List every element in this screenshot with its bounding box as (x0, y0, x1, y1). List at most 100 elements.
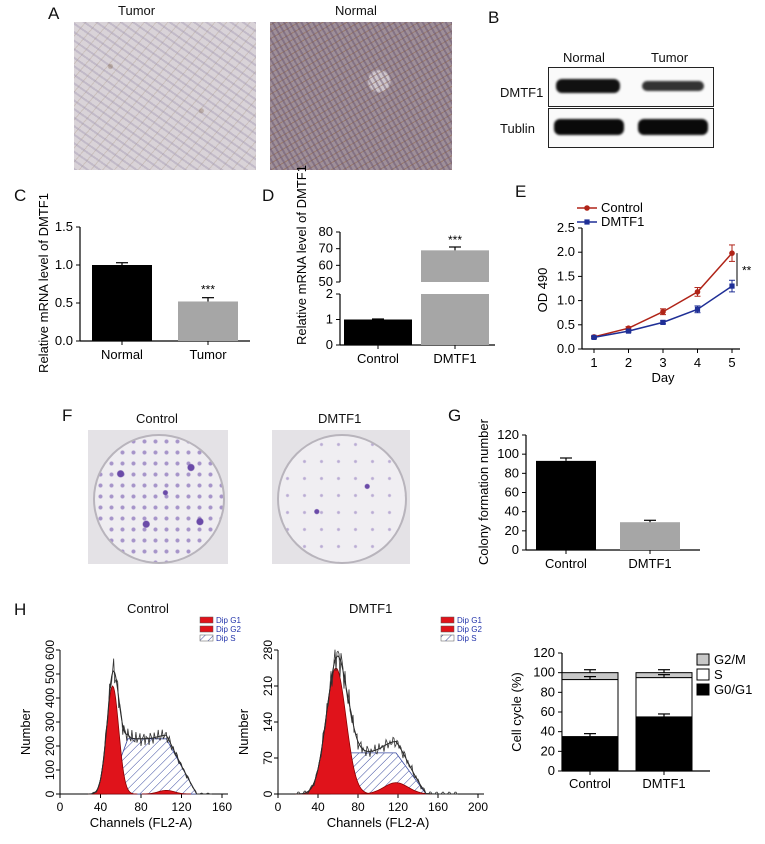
e-point (729, 250, 735, 256)
h-control-x-tick-label: 160 (212, 800, 232, 814)
d-bar-upper-segment (421, 250, 489, 282)
h-dmtf1-x-tick-label: 200 (468, 800, 488, 814)
ihc-normal-image (270, 22, 452, 170)
panel-letter-c: C (14, 186, 27, 205)
blot-tublin-band-tumor (638, 119, 708, 135)
h-cycle-legend-swatch (696, 683, 710, 696)
g-y-tick-label: 60 (505, 485, 519, 500)
e-y-label: OD 490 (535, 268, 550, 313)
h-dmtf1-y-tick-label: 140 (261, 712, 275, 732)
flow-control-title: Control (127, 601, 169, 616)
h-control-x-label: Channels (FL2-A) (90, 815, 193, 830)
c-y-label: Relative mRNA level of DMTF1 (36, 193, 51, 373)
colony-control-label: Control (136, 411, 178, 426)
colony-dmtf1-label: DMTF1 (318, 411, 362, 426)
blot-tumor-label: Tumor (651, 50, 689, 65)
h-control-legend-swatch (199, 616, 214, 624)
h-cycle-x-tick-label: DMTF1 (642, 776, 685, 791)
d-y-tick-label: 80 (319, 224, 333, 239)
h-cycle-y-tick-label: 0 (548, 763, 555, 778)
ihc-tumor-image (74, 22, 256, 170)
e-y-tick-label: 1.0 (557, 293, 575, 308)
blot-normal-label: Normal (563, 50, 605, 65)
h-cycle-x-tick-label: Control (569, 776, 611, 791)
e-y-tick-label: 2.5 (557, 220, 575, 235)
e-x-tick-label: 1 (590, 355, 597, 370)
h-dmtf1-x-tick-label: 40 (311, 800, 325, 814)
h-cycle-y-tick-label: 120 (533, 645, 555, 660)
colony-control-plate (88, 430, 228, 564)
h-dmtf1-y-tick-label: 280 (261, 640, 275, 660)
h-control-y-tick-label: 100 (43, 760, 57, 780)
c-x-tick-label: Tumor (189, 347, 227, 362)
g-bar (620, 522, 680, 550)
h-dmtf1-x-tick-label: 80 (351, 800, 365, 814)
e-point (625, 328, 632, 334)
panel-letter-g: G (448, 406, 462, 425)
h-control-legend-label: Dip S (216, 634, 236, 643)
d-bar (344, 319, 412, 345)
blot-dmtf1-band-normal (556, 79, 620, 93)
e-legend-marker (584, 219, 590, 225)
e-point (694, 289, 701, 295)
h-cycle-legend-label: G0/G1 (714, 682, 752, 697)
h-cycle-bar-s (635, 677, 693, 718)
e-x-tick-label: 3 (659, 355, 666, 370)
h-dmtf1-legend-swatch (440, 625, 455, 633)
g-x-tick-label: DMTF1 (628, 556, 671, 571)
d-y-tick-label: 0 (326, 337, 333, 352)
e-y-tick-label: 0.0 (557, 341, 575, 356)
h-cycle-y-tick-label: 80 (541, 684, 555, 699)
blot-dmtf1-band-tumor (642, 81, 704, 91)
chart-g: 0 20 40 60 80 100 120 Colony formation number Co… (476, 418, 700, 571)
h-dmtf1-legend-label: Dip G1 (457, 616, 482, 625)
e-legend-marker (584, 205, 590, 211)
e-legend-label: DMTF1 (601, 214, 644, 229)
g-y-tick-label: 20 (505, 523, 519, 538)
h-dmtf1-legend-label: Dip S (457, 634, 477, 643)
d-y-tick-label: 2 (326, 286, 333, 301)
panel-letter-h: H (14, 600, 27, 619)
h-dmtf1-x-label: Channels (FL2-A) (327, 815, 430, 830)
g-y-tick-label: 40 (505, 504, 519, 519)
flow-dmtf1-title: DMTF1 (349, 601, 393, 616)
blot-dmtf1-label: DMTF1 (500, 85, 544, 100)
d-y-tick-label: 50 (319, 274, 333, 289)
d-significance: *** (448, 233, 462, 247)
h-cycle-y-label: Cell cycle (%) (509, 672, 524, 751)
e-point (660, 308, 666, 315)
h-control-x-tick-label: 0 (57, 800, 64, 814)
h-control-x-tick-label: 40 (94, 800, 108, 814)
e-y-tick-label: 2.0 (557, 244, 575, 259)
panel-letter-e: E (515, 182, 527, 201)
h-control-y-tick-label: 200 (43, 736, 57, 756)
h-dmtf1-y-tick-label: 210 (261, 676, 275, 696)
h-dmtf1-y-label: Number (236, 708, 251, 755)
h-control-raw-histogram-line (88, 658, 212, 795)
h-control-y-tick-label: 300 (43, 712, 57, 732)
h-cycle-bar-s (561, 679, 619, 738)
e-legend-label: Control (601, 200, 643, 215)
chart-c: 0.0 0.5 1.0 1.5 Relative mRNA level of DMTF1… (36, 193, 250, 373)
h-control-dip-g2-area (141, 789, 192, 795)
c-significance: *** (201, 283, 215, 297)
panel-letter-d: D (262, 186, 275, 205)
h-dmtf1-legend-swatch (440, 634, 455, 642)
e-x-tick-label: 5 (728, 355, 735, 370)
h-control-x-tick-label: 80 (134, 800, 148, 814)
h-cycle-bar-g0-g1 (635, 716, 693, 772)
h-control-legend-label: Dip G2 (216, 625, 241, 634)
g-y-tick-label: 100 (497, 446, 519, 461)
h-control-y-label: Number (18, 708, 33, 755)
d-y-tick-label: 70 (319, 241, 333, 256)
g-y-tick-label: 120 (497, 427, 519, 442)
e-point (591, 334, 597, 340)
h-dmtf1-x-tick-label: 160 (428, 800, 448, 814)
blot-tublin-label: Tublin (500, 121, 535, 136)
g-y-label: Colony formation number (476, 418, 491, 565)
c-y-tick-label: 0.0 (55, 333, 73, 348)
e-y-tick-label: 0.5 (557, 317, 575, 332)
e-significance: ** (742, 264, 752, 278)
